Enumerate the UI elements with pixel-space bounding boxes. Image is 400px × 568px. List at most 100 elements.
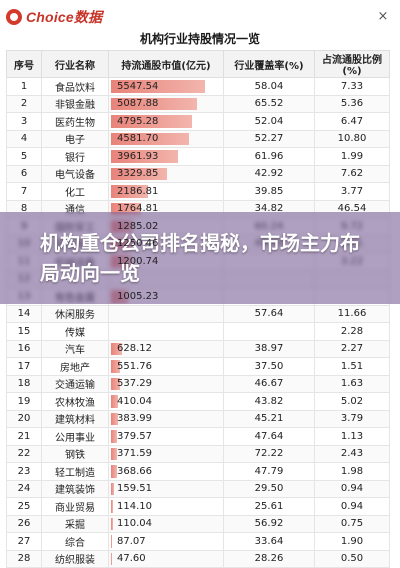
value-text: 4581.70: [117, 133, 159, 145]
industry-cell: 食品饮料: [41, 77, 109, 96]
coverage-cell: 47.79: [223, 462, 315, 481]
industry-cell: 建筑材料: [41, 409, 109, 428]
value-bar: [111, 115, 193, 128]
value-text: 47.60: [117, 553, 146, 565]
industry-cell: 农林牧渔: [41, 392, 109, 411]
coverage-cell: 43.82: [223, 392, 315, 411]
value-bar: [111, 447, 118, 460]
industry-cell: 轻工制造: [41, 462, 109, 481]
logo-text: Choice数据: [26, 9, 103, 25]
value-bar: [111, 377, 121, 390]
rank-cell: 23: [6, 462, 42, 481]
column-header-coverage: 行业覆盖率(%): [223, 50, 315, 78]
table-row: 1 食品饮料 5547.54 58.04 7.33: [6, 77, 390, 96]
industry-cell: 采掘: [41, 514, 109, 533]
coverage-cell: 61.96: [223, 147, 315, 166]
table-row: 26 采掘 110.04 56.92 0.75: [6, 514, 390, 533]
value-bar: [111, 430, 118, 443]
rank-cell: 24: [6, 479, 42, 498]
ratio-cell: 5.02: [314, 392, 390, 411]
coverage-cell: 47.64: [223, 427, 315, 446]
ratio-cell: 11.66: [314, 304, 390, 323]
table-row: 27 综合 87.07 33.64 1.90: [6, 532, 390, 551]
value-cell: 383.99: [108, 409, 224, 428]
ratio-cell: 0.50: [314, 549, 390, 568]
industry-cell: 汽车: [41, 339, 109, 358]
ratio-cell: 10.80: [314, 129, 390, 148]
industry-cell: 纺织服装: [41, 549, 109, 568]
coverage-cell: 38.97: [223, 339, 315, 358]
value-bar: [111, 500, 113, 513]
table-row: 6 电气设备 3329.85 42.92 7.62: [6, 164, 390, 183]
table-row: 18 交通运输 537.29 46.67 1.63: [6, 374, 390, 393]
value-bar: [111, 465, 118, 478]
value-cell: [108, 304, 224, 323]
choice-logo: Choice数据: [6, 8, 102, 26]
table-row: 15 传媒 2.28: [6, 322, 390, 341]
column-header-industry: 行业名称: [41, 50, 109, 78]
value-cell: 2186.81: [108, 182, 224, 201]
page-title: 机构行业持股情况一览: [139, 32, 260, 46]
column-header-rank: 序号: [6, 50, 42, 78]
ratio-cell: 1.51: [314, 357, 390, 376]
value-bar: [111, 360, 121, 373]
value-text: 410.04: [117, 395, 152, 407]
value-bar: [111, 132, 189, 145]
ratio-cell: 1.98: [314, 462, 390, 481]
table-row: 24 建筑装饰 159.51 29.50 0.94: [6, 479, 390, 498]
value-text: 383.99: [117, 413, 152, 425]
coverage-cell: 65.52: [223, 94, 315, 113]
table-row: 7 化工 2186.81 39.85 3.77: [6, 182, 390, 201]
value-text: 5087.88: [117, 98, 159, 110]
table-row: 21 公用事业 379.57 47.64 1.13: [6, 427, 390, 446]
value-cell: 371.59: [108, 444, 224, 463]
ratio-cell: 6.47: [314, 112, 390, 131]
rank-cell: 1: [6, 77, 42, 96]
value-bar: [111, 535, 113, 548]
coverage-cell: 39.85: [223, 182, 315, 201]
close-icon[interactable]: ×: [377, 9, 389, 24]
ratio-cell: 3.79: [314, 409, 390, 428]
column-header-value: 持流通股市值(亿元): [108, 50, 224, 78]
coverage-cell: 25.61: [223, 497, 315, 516]
rank-cell: 26: [6, 514, 42, 533]
value-bar: [111, 150, 179, 163]
column-header-ratio: 占流通股比例(%): [314, 50, 390, 78]
value-bar: [111, 167, 168, 180]
coverage-cell: 42.92: [223, 164, 315, 183]
table-row: 2 非银金融 5087.88 65.52 5.36: [6, 94, 390, 113]
value-text: 628.12: [117, 343, 152, 355]
industry-cell: 商业贸易: [41, 497, 109, 516]
value-bar: [111, 552, 112, 565]
rank-cell: 7: [6, 182, 42, 201]
value-text: 368.66: [117, 465, 152, 477]
table-row: 25 商业贸易 114.10 25.61 0.94: [6, 497, 390, 516]
rank-cell: 6: [6, 164, 42, 183]
industry-cell: 银行: [41, 147, 109, 166]
value-cell: 368.66: [108, 462, 224, 481]
coverage-cell: 58.04: [223, 77, 315, 96]
rank-cell: 19: [6, 392, 42, 411]
table-row: 19 农林牧渔 410.04 43.82 5.02: [6, 392, 390, 411]
ratio-cell: 0.94: [314, 497, 390, 516]
value-text: 159.51: [117, 483, 152, 495]
rank-cell: 28: [6, 549, 42, 568]
value-cell: 4581.70: [108, 129, 224, 148]
ratio-cell: 2.43: [314, 444, 390, 463]
value-cell: 4795.28: [108, 112, 224, 131]
ratio-cell: 2.27: [314, 339, 390, 358]
table-row: 28 纺织服装 47.60 28.26 0.50: [6, 549, 390, 568]
rank-cell: 27: [6, 532, 42, 551]
table-row: 17 房地产 551.76 37.50 1.51: [6, 357, 390, 376]
value-cell: 5547.54: [108, 77, 224, 96]
value-bar: [111, 97, 198, 110]
ratio-cell: 1.13: [314, 427, 390, 446]
table-row: 5 银行 3961.93 61.96 1.99: [6, 147, 390, 166]
ratio-cell: 1.99: [314, 147, 390, 166]
ratio-cell: 0.94: [314, 479, 390, 498]
value-text: 551.76: [117, 360, 152, 372]
industry-cell: 房地产: [41, 357, 109, 376]
coverage-cell: 37.50: [223, 357, 315, 376]
coverage-cell: 52.27: [223, 129, 315, 148]
